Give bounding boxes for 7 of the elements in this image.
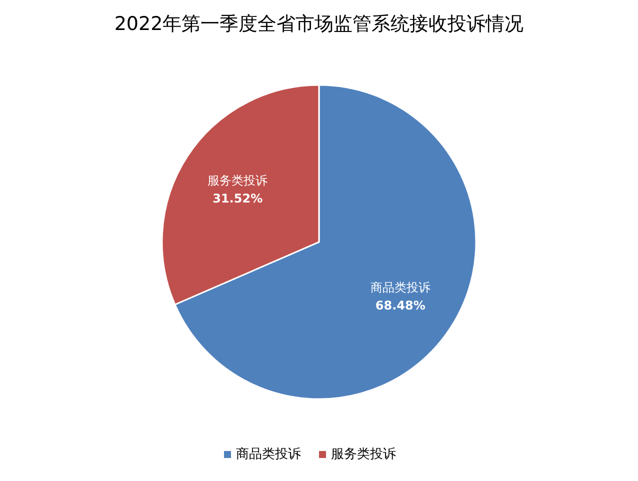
chart-title: 2022年第一季度全省市场监管系统接收投诉情况 bbox=[114, 13, 524, 35]
legend-label: 商品类投诉 bbox=[236, 447, 301, 462]
slice-label: 商品类投诉 bbox=[370, 280, 430, 294]
slice-label: 服务类投诉 bbox=[208, 174, 268, 188]
legend-label: 服务类投诉 bbox=[331, 447, 396, 462]
data-label: 68.48% bbox=[375, 298, 426, 312]
data-label: 31.52% bbox=[212, 192, 263, 206]
